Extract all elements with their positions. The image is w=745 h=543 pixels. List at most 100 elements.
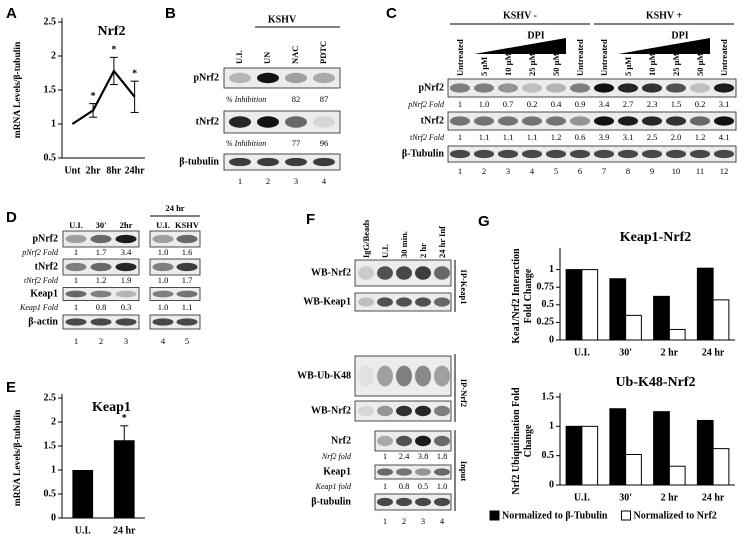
quant-value: 1 [74, 302, 78, 312]
band [377, 497, 393, 507]
quant-value: 0.2 [527, 99, 538, 109]
quant-value: 0.7 [503, 99, 514, 109]
quant-label: Nrf2 fold [321, 452, 352, 461]
quant-value: 1.7 [182, 275, 193, 285]
lane-label: KSHV [175, 220, 200, 230]
x-tick-label: 30' [619, 347, 632, 358]
band [358, 365, 374, 387]
band [641, 116, 663, 126]
x-tick-label: 2 hr [661, 492, 679, 503]
quant-value: 2.0 [671, 132, 682, 142]
bar [565, 269, 583, 341]
section-label: IP-Nrf2 [459, 379, 469, 407]
y-tick-label: 0 [51, 512, 56, 523]
lane-number: 1 [383, 516, 387, 526]
row-label: tNrf2 [196, 116, 219, 127]
band [497, 149, 519, 159]
band [713, 116, 735, 126]
band [713, 149, 735, 159]
quant-label: % Inhibition [226, 139, 266, 148]
band [396, 297, 412, 307]
band [497, 116, 519, 126]
lane-label: PDTC [318, 41, 328, 64]
band [115, 262, 137, 272]
band [497, 83, 519, 93]
lane-number: 11 [696, 166, 704, 176]
x-tick-label: U.I. [75, 525, 92, 536]
lane-number: 12 [720, 166, 729, 176]
lane-label: 5 μM [479, 57, 489, 76]
lane-label: Untreated [455, 39, 465, 76]
quant-value: 1.2 [551, 132, 562, 142]
blot-frame [374, 493, 452, 511]
row-label: pNrf2 [193, 72, 219, 83]
band [449, 83, 471, 93]
lane-number: 3 [124, 336, 128, 346]
band [358, 297, 374, 307]
quant-value: 0.8 [96, 302, 107, 312]
lane-label: U.I. [156, 220, 170, 230]
dose-wedge [618, 38, 710, 54]
lane-number: 3 [506, 166, 510, 176]
band [358, 266, 374, 280]
quant-value: 1.0 [158, 302, 169, 312]
band [521, 116, 543, 126]
y-tick-label: 0.5 [542, 450, 555, 461]
band [285, 72, 307, 84]
chart-title: Keap1 [92, 400, 131, 415]
band [415, 435, 431, 447]
y-tick-label: 0.75 [537, 281, 555, 292]
y-tick-label: 1 [549, 421, 554, 432]
band [396, 405, 412, 417]
band [473, 149, 495, 159]
bar [668, 328, 686, 341]
band [377, 297, 393, 307]
quant-value: 1.8 [437, 451, 448, 461]
quant-value: 1.2 [96, 275, 107, 285]
band [434, 497, 450, 507]
band [65, 290, 87, 298]
band [257, 116, 279, 128]
lane-label: 25 μM [671, 53, 681, 76]
lane-label: 25 μM [527, 53, 537, 76]
quant-value: 2.3 [647, 99, 658, 109]
y-tick-label: 1.5 [542, 391, 555, 402]
row-label: WB-Nrf2 [311, 267, 351, 278]
group-header: KSHV - [503, 10, 537, 21]
band [176, 318, 198, 326]
y-tick-label: 0 [549, 334, 554, 345]
band [569, 149, 591, 159]
quant-value: 2.4 [399, 451, 410, 461]
quant-label: % Inhibition [226, 95, 266, 104]
quant-value: 87 [320, 94, 329, 104]
x-tick-label: 24 hr [702, 347, 725, 358]
band [257, 72, 279, 84]
band [434, 266, 450, 280]
band [90, 318, 112, 326]
lane-label: 30' [96, 220, 107, 230]
quant-value: 1.0 [437, 481, 448, 491]
quant-value: 1.9 [121, 275, 132, 285]
y-axis-label: Kea1/Nrf2 Interaction Fold Change [511, 248, 534, 344]
lane-label: 24 hr Inf [437, 226, 447, 258]
panel-letter: D [6, 209, 17, 226]
lane-label: 50 μM [695, 53, 705, 76]
quant-value: 1.2 [695, 132, 706, 142]
quant-value: 3.1 [719, 99, 730, 109]
band [152, 290, 174, 298]
significance-mark: * [122, 413, 127, 424]
legend-label: Normalized to β-Tubulin [502, 510, 608, 521]
bar [609, 278, 627, 341]
lane-label: 2 hr [418, 243, 428, 258]
quant-value: 0.6 [575, 132, 586, 142]
x-tick-label: Unt [64, 165, 81, 176]
quant-value: 1.0 [158, 275, 169, 285]
band [65, 234, 87, 244]
section-label: IP-Keap1 [459, 270, 469, 305]
band [545, 116, 567, 126]
bar [625, 314, 642, 341]
quant-value: 1.1 [527, 132, 538, 142]
y-tick-label: 0.5 [44, 488, 57, 499]
lane-label: U.I. [234, 50, 244, 64]
row-label: pNrf2 [32, 233, 58, 244]
